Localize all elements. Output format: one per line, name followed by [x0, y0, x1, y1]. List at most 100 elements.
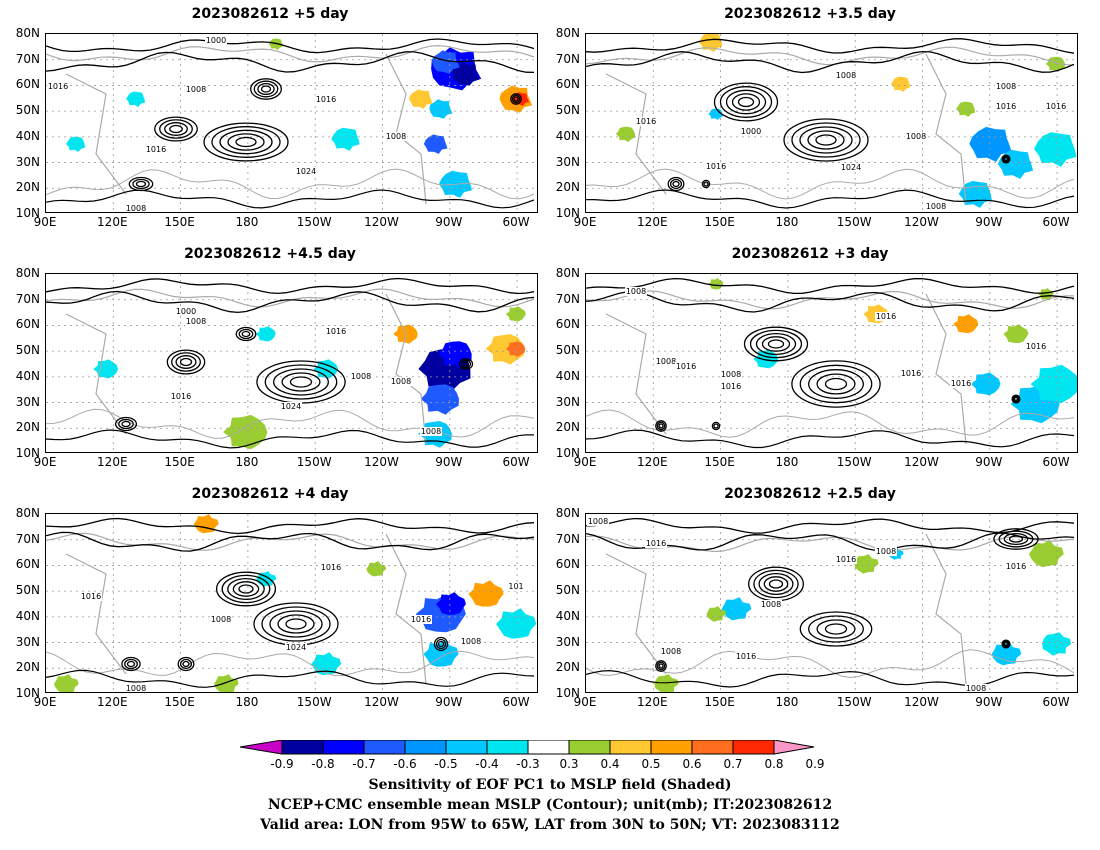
- isobar: [1003, 532, 1029, 546]
- coastline: [586, 290, 1075, 310]
- latitude-tick-label: 60N: [555, 557, 580, 572]
- sensitivity-patch: [423, 640, 459, 667]
- contour-label-bg: [350, 372, 372, 381]
- contour-label-bg: [720, 370, 742, 379]
- contour-labels: 1000 1008 1016 1016 1016 1024 1008 1008: [47, 36, 407, 212]
- contour-label: 101: [508, 582, 523, 591]
- contour-label-bg: [645, 539, 667, 548]
- contour-label: 1016: [646, 539, 666, 548]
- latitude-tick-label: 50N: [555, 343, 580, 358]
- isobar: [171, 352, 201, 372]
- map-canvas: 1000 1008 1016 1016 1016 1024 1008 1008: [46, 34, 537, 212]
- contour-label: 1016: [996, 102, 1016, 111]
- panel-title: 2023082612 +3 day: [731, 246, 889, 262]
- isobar: [203, 122, 289, 162]
- isobars: [46, 38, 535, 209]
- isobar: [121, 656, 141, 672]
- contour-label-bg: [875, 312, 897, 321]
- contour-label-bg: [315, 95, 337, 104]
- latitude-tick-label: 80N: [555, 266, 580, 280]
- contour-label-bg: [80, 592, 102, 601]
- contour-label-bg: [675, 362, 697, 371]
- isobar: [656, 661, 666, 671]
- colorbar-segment: [404, 740, 447, 755]
- isobar: [763, 576, 789, 592]
- contour-label: 1008: [926, 202, 946, 211]
- isobar: [768, 579, 784, 589]
- contour-label-bg: [505, 582, 527, 591]
- isobar: [128, 176, 154, 192]
- isobar: [1001, 154, 1011, 164]
- isobar: [586, 532, 1075, 551]
- isobar: [179, 658, 193, 670]
- sensitivity-patch: [953, 314, 979, 334]
- longitude-tick-label: 60W: [502, 215, 530, 229]
- sensitivity-patch: [223, 414, 268, 450]
- latitude-tick-label: 20N: [555, 660, 580, 675]
- contour-label: 1016: [876, 312, 896, 321]
- sensitivity-patch: [1028, 540, 1064, 568]
- map-canvas: 1008 1016 1000 1016 1024 1008 1016 1008 1008 1016: [586, 34, 1077, 212]
- map-frame: 1000 1008 1016 1016 1024 1008 1008 1008: [45, 273, 538, 453]
- contour-label-bg: [835, 555, 857, 564]
- contour-label-bg: [740, 127, 762, 136]
- coastlines: [586, 290, 1075, 445]
- latitude-tick-label: 60N: [15, 557, 40, 572]
- isobar: [667, 176, 685, 192]
- sensitivity-patch: [432, 50, 460, 74]
- sensitivity-patch: [997, 149, 1034, 179]
- sensitivity-shading: [708, 278, 1077, 424]
- map-frame: 1016 1016 1008 1024 1016 1008 101 1008: [45, 513, 538, 693]
- isobar: [437, 640, 445, 648]
- isobar: [211, 126, 281, 158]
- sensitivity-patch: [505, 306, 526, 322]
- latitude-tick-label: 40N: [555, 368, 580, 383]
- isobar: [433, 636, 449, 652]
- contour-label-bg: [625, 287, 647, 296]
- sensitivity-patch: [255, 326, 276, 342]
- isobar: [1002, 640, 1010, 648]
- longitude-tick-label: 150E: [164, 455, 195, 469]
- contour-label-bg: [460, 637, 482, 646]
- contour-label-bg: [635, 117, 657, 126]
- contour-label-bg: [875, 547, 897, 556]
- contour-label: 1016: [1006, 562, 1026, 571]
- sensitivity-patch: [708, 278, 724, 290]
- isobar: [758, 572, 794, 596]
- contour-label-bg: [210, 615, 232, 624]
- longitude-tick-label: 60W: [1042, 215, 1070, 229]
- latitude-tick-label: 10N: [15, 686, 40, 700]
- contour-label: 1016: [1046, 102, 1066, 111]
- contour-label: 1016: [721, 382, 741, 391]
- isobar: [285, 618, 307, 630]
- colorbar-segment: [609, 740, 652, 755]
- contour-label: 1008: [996, 82, 1016, 91]
- map-frame: 1008 1016 1016 1008 1008 1008 1016 1008 1016: [585, 513, 1078, 693]
- latitude-tick-label: 50N: [15, 343, 40, 358]
- contour-label: 1016: [81, 592, 101, 601]
- colorbar-segment: [527, 740, 570, 755]
- sensitivity-patch: [268, 38, 283, 50]
- latitude-tick-label: 40N: [15, 128, 40, 143]
- isobar: [273, 368, 329, 396]
- latitude-tick-label: 10N: [555, 686, 580, 700]
- longitude-tick-label: 150W: [296, 215, 332, 229]
- colorbar-segment: [445, 740, 488, 755]
- latitude-tick-label: 80N: [15, 506, 40, 520]
- longitude-tick-label: 90W: [435, 215, 463, 229]
- contour-label: 1024: [286, 643, 306, 652]
- sensitivity-patch: [429, 99, 453, 119]
- isobar: [289, 376, 313, 388]
- isobar: [238, 328, 254, 340]
- latitude-tick-label: 20N: [15, 420, 40, 435]
- contour-label-bg: [720, 382, 742, 391]
- isobar: [586, 50, 1075, 74]
- isobar: [1003, 641, 1009, 647]
- contour-label: 1008: [421, 427, 441, 436]
- map-canvas: 1016 1016 1008 1024 1016 1008 101 1008: [46, 514, 537, 692]
- contour-labels: 1008 1016 1000 1016 1024 1008 1016 1008 1008 1016: [635, 71, 1067, 211]
- contour-label: 1008: [656, 357, 676, 366]
- contour-label-bg: [900, 369, 922, 378]
- contour-label: 1008: [391, 377, 411, 386]
- isobars: [586, 38, 1075, 209]
